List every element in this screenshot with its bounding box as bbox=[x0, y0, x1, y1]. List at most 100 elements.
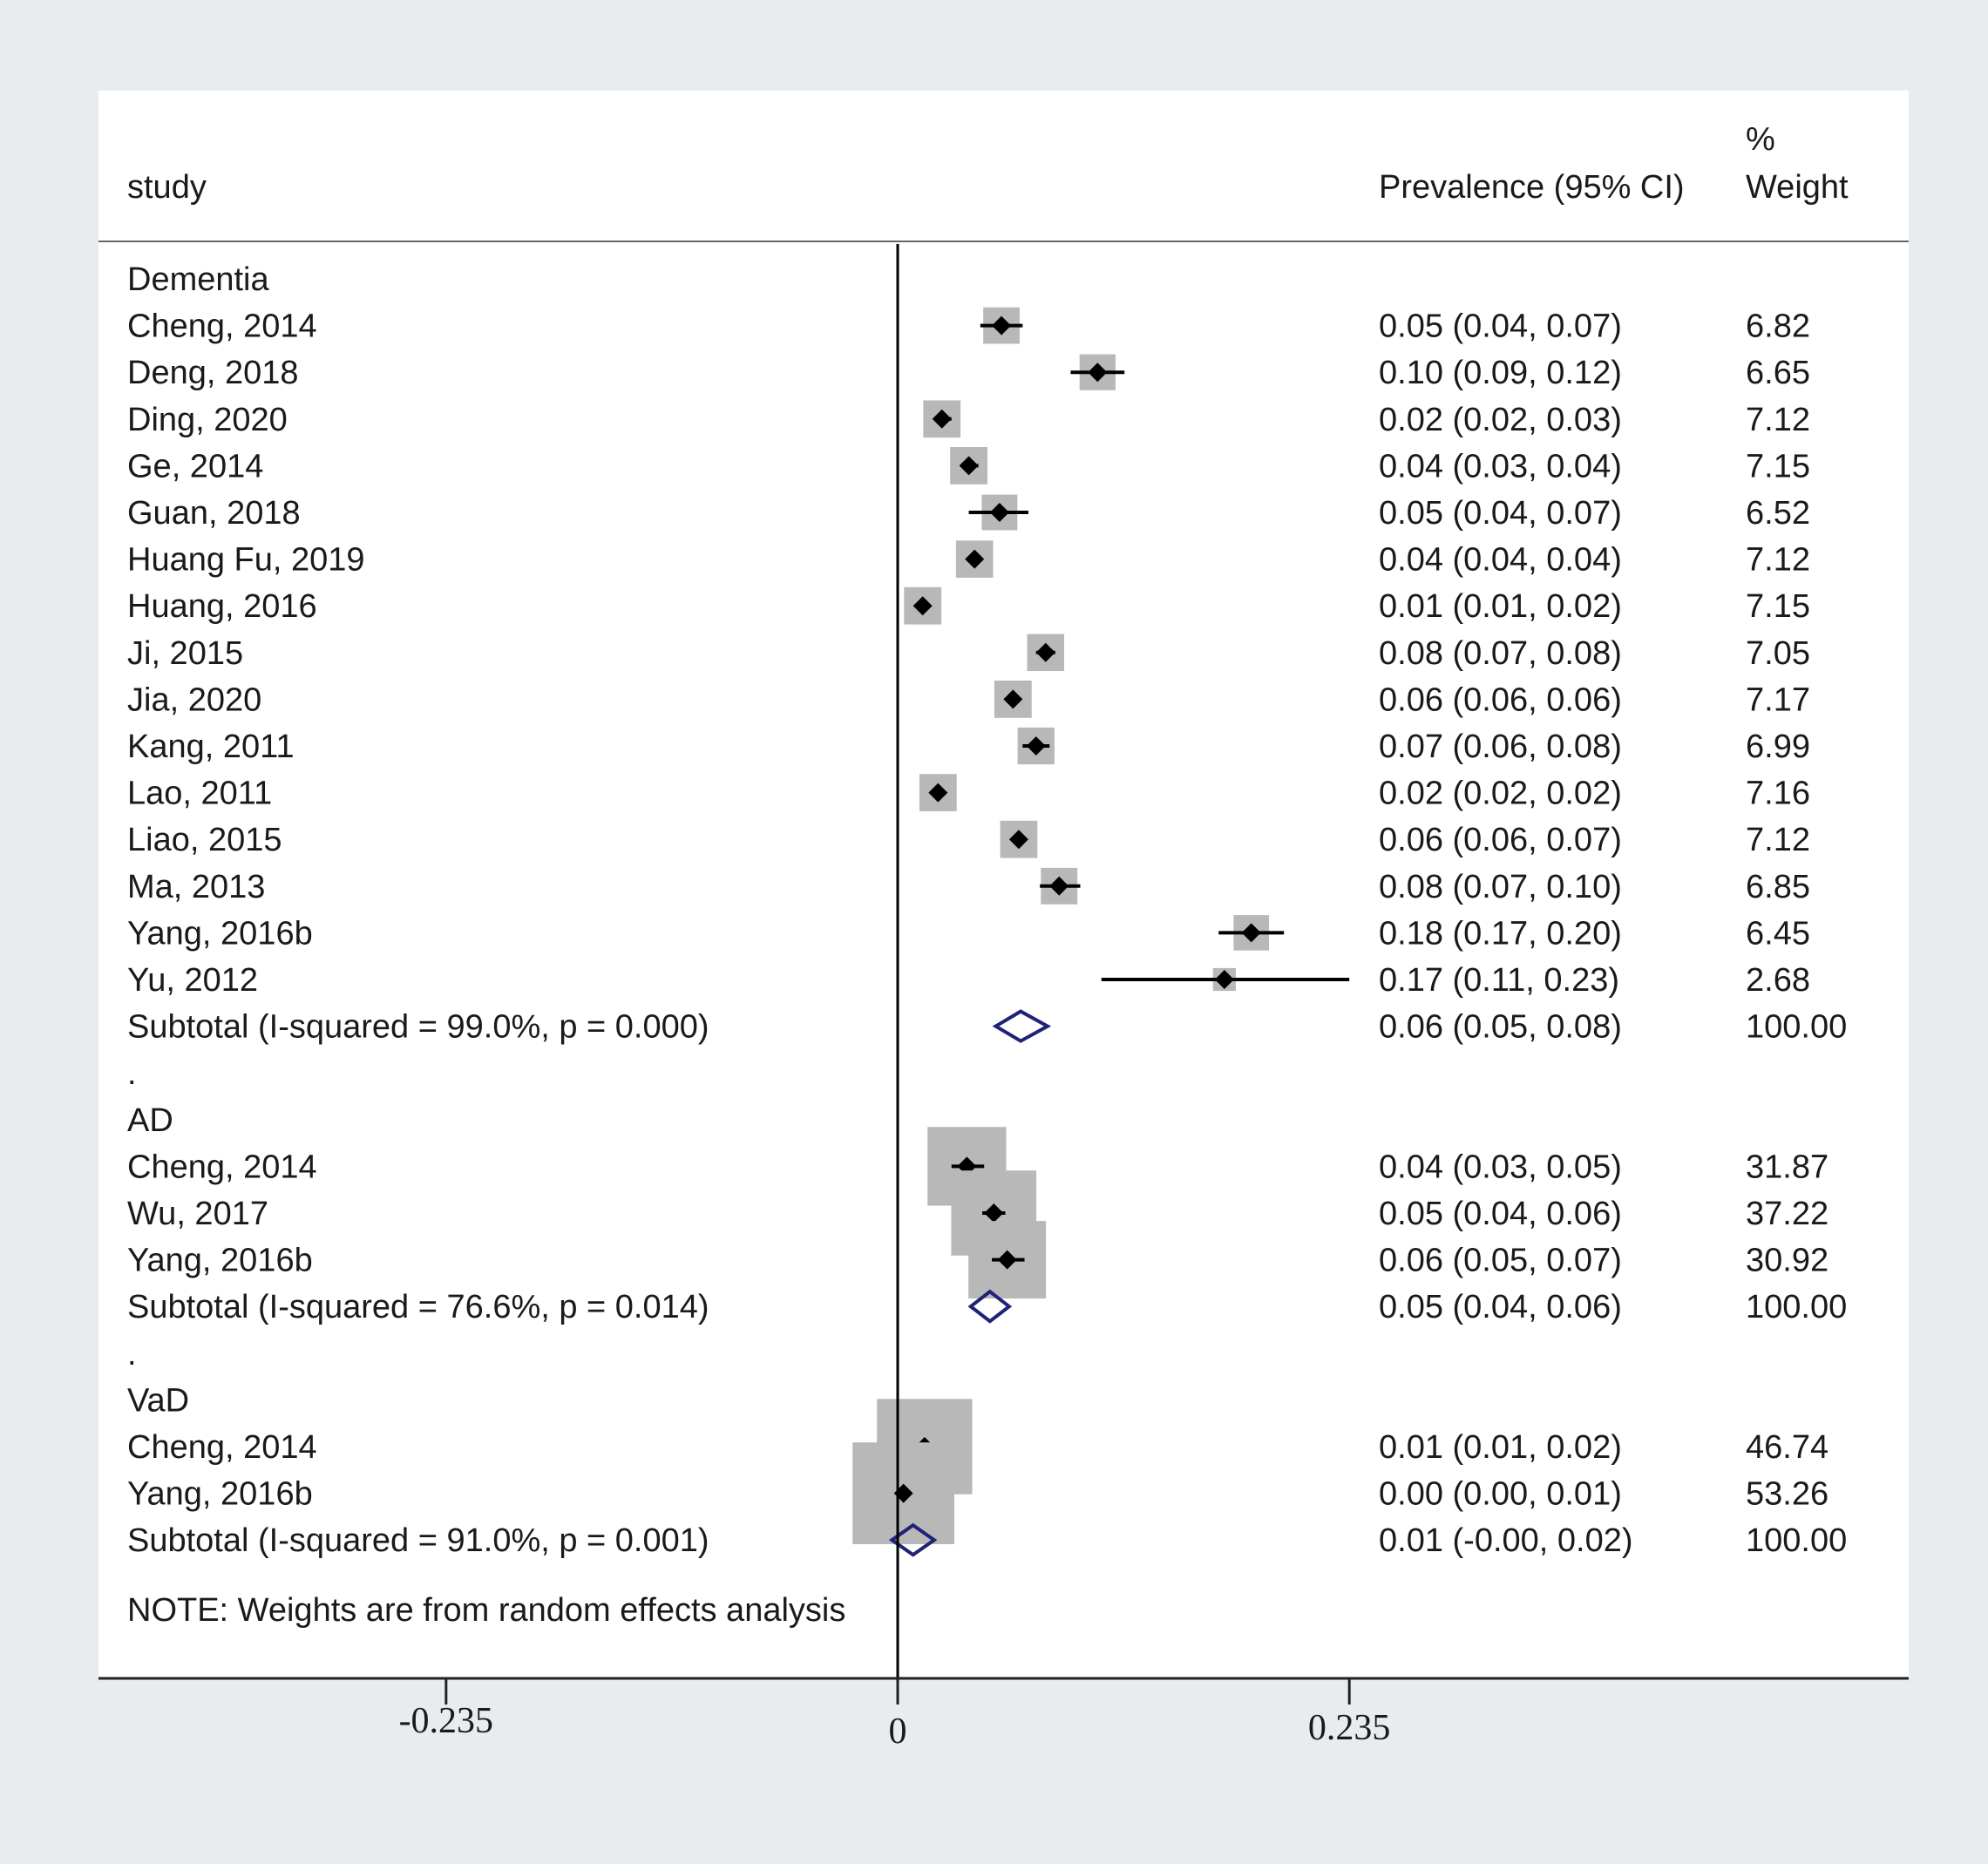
study-ci-text: 0.06 (0.06, 0.07) bbox=[1379, 822, 1622, 858]
subtotal-weight: 100.00 bbox=[1746, 1522, 1847, 1559]
point-estimate bbox=[1026, 736, 1046, 756]
study-ci-text: 0.06 (0.05, 0.07) bbox=[1379, 1243, 1622, 1279]
point-estimate bbox=[989, 503, 1009, 522]
weights-note: NOTE: Weights are from random effects an… bbox=[127, 1592, 845, 1629]
plot-panel bbox=[98, 91, 1909, 1677]
study-ci-text: 0.05 (0.04, 0.07) bbox=[1379, 495, 1622, 532]
header-weight-pct: % bbox=[1746, 121, 1775, 158]
subtotal-weight: 100.00 bbox=[1746, 1009, 1847, 1046]
x-tick-label: 0 bbox=[889, 1711, 907, 1752]
study-ci-text: 0.00 (0.00, 0.01) bbox=[1379, 1476, 1622, 1513]
point-estimate bbox=[959, 456, 979, 476]
study-weight: 2.68 bbox=[1746, 962, 1810, 999]
header-weight: Weight bbox=[1746, 169, 1849, 206]
point-estimate bbox=[913, 596, 933, 616]
study-label: Kang, 2011 bbox=[127, 729, 295, 765]
point-estimate bbox=[1049, 876, 1069, 896]
study-ci-text: 0.02 (0.02, 0.02) bbox=[1379, 776, 1622, 812]
header-study: study bbox=[127, 169, 207, 206]
subtotal-diamond bbox=[992, 1009, 1052, 1043]
study-weight: 7.12 bbox=[1746, 822, 1810, 858]
study-ci-text: 0.04 (0.03, 0.04) bbox=[1379, 448, 1622, 485]
study-label: Wu, 2017 bbox=[127, 1196, 268, 1232]
study-weight: 6.85 bbox=[1746, 869, 1810, 905]
subtotal-ci-text: 0.05 (0.04, 0.06) bbox=[1379, 1289, 1622, 1325]
subtotal-weight: 100.00 bbox=[1746, 1289, 1847, 1325]
study-weight: 6.45 bbox=[1746, 915, 1810, 952]
subtotal-diamond bbox=[888, 1522, 938, 1557]
study-label: Huang Fu, 2019 bbox=[127, 542, 365, 579]
subtotal-ci-text: 0.01 (-0.00, 0.02) bbox=[1379, 1522, 1633, 1559]
point-estimate bbox=[932, 409, 952, 429]
study-label: Cheng, 2014 bbox=[127, 1149, 317, 1185]
study-weight: 6.52 bbox=[1746, 495, 1810, 532]
study-weight: 31.87 bbox=[1746, 1149, 1829, 1185]
group-label: Dementia bbox=[127, 261, 269, 298]
study-ci-text: 0.05 (0.04, 0.06) bbox=[1379, 1196, 1622, 1232]
study-label: Ma, 2013 bbox=[127, 869, 265, 905]
group-separator: . bbox=[127, 1336, 137, 1373]
study-ci-text: 0.04 (0.03, 0.05) bbox=[1379, 1149, 1622, 1185]
study-weight: 7.17 bbox=[1746, 681, 1810, 718]
study-label: Lao, 2011 bbox=[127, 776, 272, 812]
study-weight: 7.12 bbox=[1746, 542, 1810, 579]
group-label: VaD bbox=[127, 1382, 189, 1419]
point-estimate bbox=[1008, 830, 1028, 850]
point-estimate bbox=[1214, 970, 1234, 989]
study-ci-text: 0.05 (0.04, 0.07) bbox=[1379, 308, 1622, 345]
study-ci-text: 0.07 (0.06, 0.08) bbox=[1379, 729, 1622, 765]
point-estimate bbox=[928, 783, 948, 803]
study-weight: 6.65 bbox=[1746, 355, 1810, 391]
study-weight: 30.92 bbox=[1746, 1243, 1829, 1279]
study-label: Ji, 2015 bbox=[127, 635, 243, 672]
subtotal-diamond bbox=[967, 1289, 1013, 1324]
study-label: Huang, 2016 bbox=[127, 588, 317, 625]
study-weight: 6.99 bbox=[1746, 729, 1810, 765]
study-weight: 7.05 bbox=[1746, 635, 1810, 672]
study-weight: 37.22 bbox=[1746, 1196, 1829, 1232]
subtotal-label: Subtotal (I-squared = 76.6%, p = 0.014) bbox=[127, 1289, 709, 1325]
study-ci-text: 0.10 (0.09, 0.12) bbox=[1379, 355, 1622, 391]
study-label: Ding, 2020 bbox=[127, 402, 288, 438]
study-ci-text: 0.01 (0.01, 0.02) bbox=[1379, 588, 1622, 625]
study-weight: 53.26 bbox=[1746, 1476, 1829, 1513]
header-estimate: Prevalence (95% CI) bbox=[1379, 169, 1685, 206]
point-estimate bbox=[997, 1250, 1017, 1270]
study-ci-text: 0.04 (0.04, 0.04) bbox=[1379, 542, 1622, 579]
subtotal-label: Subtotal (I-squared = 91.0%, p = 0.001) bbox=[127, 1522, 709, 1559]
study-ci-text: 0.08 (0.07, 0.08) bbox=[1379, 635, 1622, 672]
subtotal-ci-text: 0.06 (0.05, 0.08) bbox=[1379, 1009, 1622, 1046]
subtotal-label: Subtotal (I-squared = 99.0%, p = 0.000) bbox=[127, 1009, 709, 1046]
x-axis: -0.235 0 0.235 bbox=[399, 1678, 1391, 1752]
study-weight: 6.82 bbox=[1746, 308, 1810, 345]
study-weight: 7.16 bbox=[1746, 776, 1810, 812]
study-ci-text: 0.06 (0.06, 0.06) bbox=[1379, 681, 1622, 718]
study-label: Yu, 2012 bbox=[127, 962, 258, 999]
study-ci-text: 0.17 (0.11, 0.23) bbox=[1379, 962, 1619, 999]
x-tick-label: 0.235 bbox=[1308, 1708, 1391, 1748]
x-tick-label: -0.235 bbox=[399, 1701, 494, 1741]
study-weight: 7.15 bbox=[1746, 448, 1810, 485]
study-label: Yang, 2016b bbox=[127, 1476, 313, 1513]
point-estimate bbox=[992, 315, 1012, 336]
study-ci-text: 0.18 (0.17, 0.20) bbox=[1379, 915, 1622, 952]
study-label: Liao, 2015 bbox=[127, 822, 282, 858]
group-label: AD bbox=[127, 1102, 173, 1139]
study-ci-text: 0.01 (0.01, 0.02) bbox=[1379, 1429, 1622, 1466]
study-label: Guan, 2018 bbox=[127, 495, 301, 532]
study-weight: 46.74 bbox=[1746, 1429, 1829, 1466]
point-estimate bbox=[965, 549, 985, 569]
study-label: Ge, 2014 bbox=[127, 448, 263, 485]
forest-rows: Dementia Cheng, 2014 0.05 (0.04, 0.07) 6.82… bbox=[127, 261, 1847, 1559]
point-estimate bbox=[1035, 642, 1055, 662]
study-ci-text: 0.02 (0.02, 0.03) bbox=[1379, 402, 1622, 438]
study-ci-text: 0.08 (0.07, 0.10) bbox=[1379, 869, 1622, 905]
study-weight: 7.12 bbox=[1746, 402, 1810, 438]
study-label: Deng, 2018 bbox=[127, 355, 299, 391]
study-label: Cheng, 2014 bbox=[127, 1429, 317, 1466]
study-label: Jia, 2020 bbox=[127, 681, 261, 718]
forest-marks bbox=[852, 244, 1350, 1705]
point-estimate bbox=[1003, 689, 1023, 709]
point-estimate bbox=[984, 1203, 1004, 1223]
study-label: Yang, 2016b bbox=[127, 915, 313, 952]
